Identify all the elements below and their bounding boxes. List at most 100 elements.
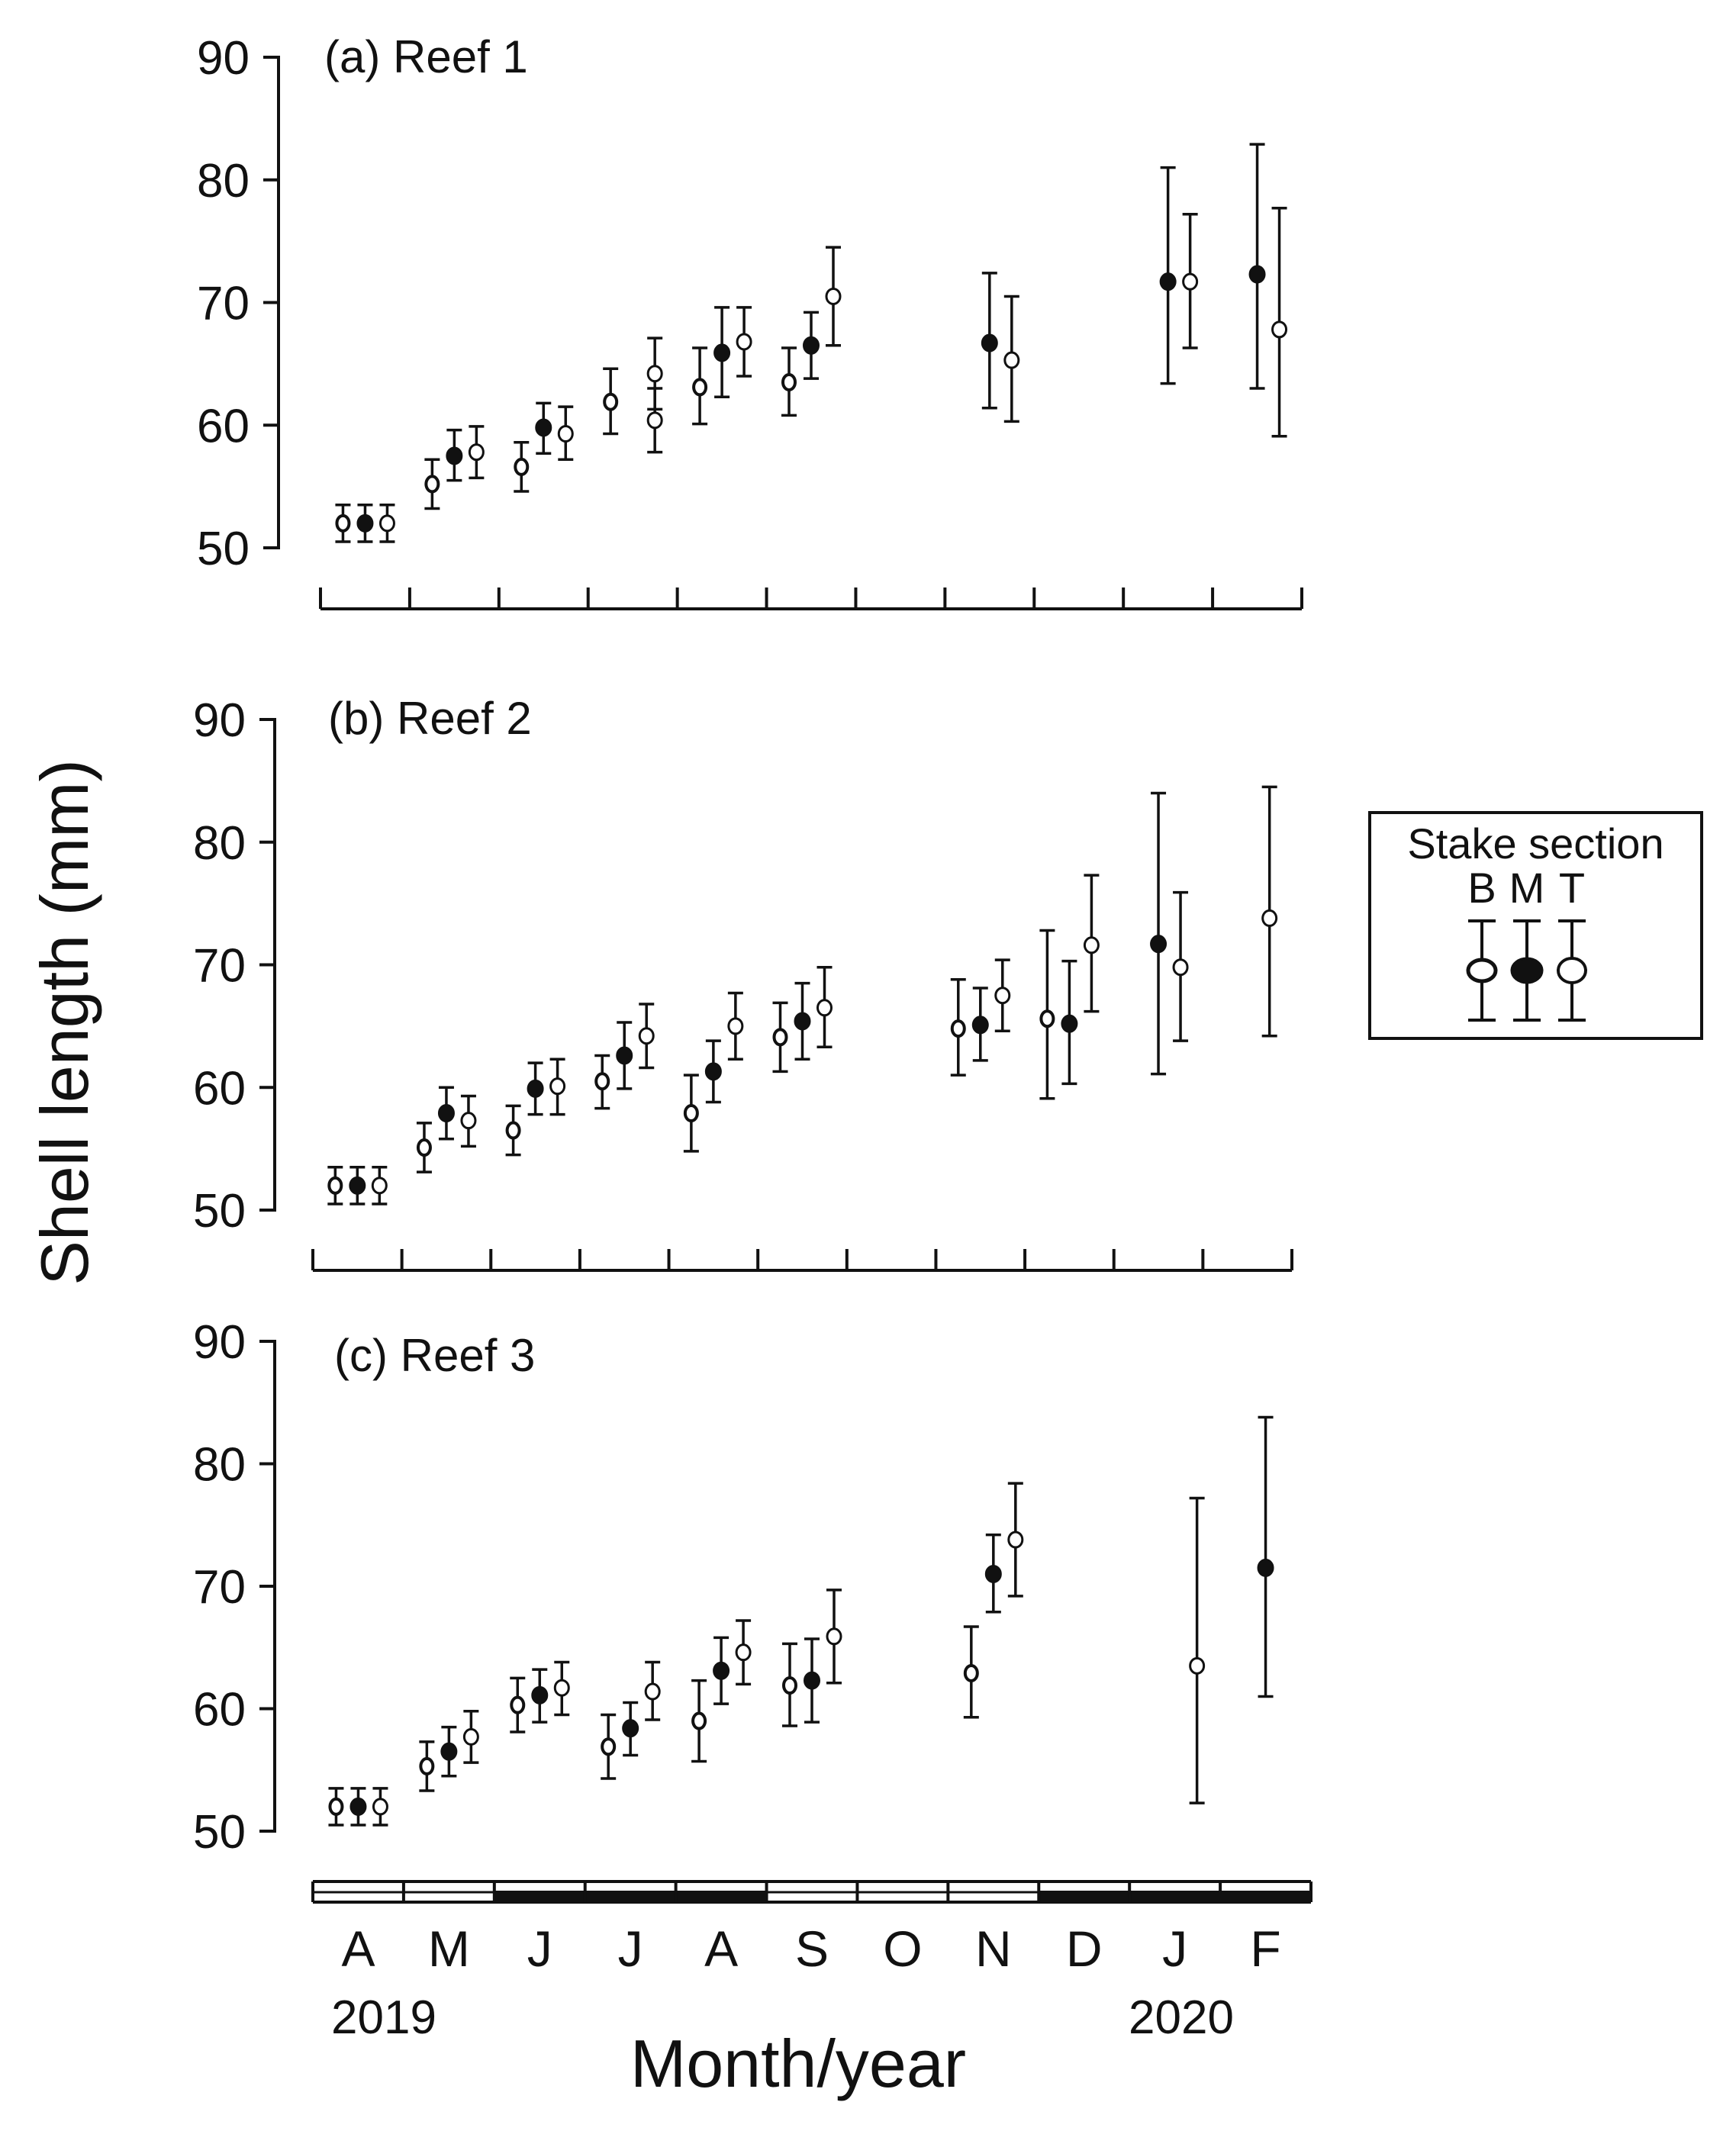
data-point-m (446, 428, 463, 482)
marker-t (736, 333, 752, 351)
data-point-b (963, 1625, 979, 1719)
month-label: J (527, 1920, 552, 1977)
month-label: M (428, 1920, 470, 1977)
data-point-b (692, 346, 708, 426)
marker-m (804, 1671, 820, 1690)
marker-m (1061, 1014, 1078, 1033)
data-point-t (638, 1003, 655, 1070)
data-point-t (1007, 1482, 1024, 1598)
y-tick-label: 70 (197, 278, 250, 330)
y-tick-label: 60 (193, 1684, 246, 1737)
marker-t (1007, 1531, 1024, 1549)
data-point-t (994, 958, 1011, 1033)
data-point-b (510, 1676, 526, 1733)
legend: Stake section B M T (1368, 811, 1703, 1040)
data-point-m (713, 1636, 730, 1705)
data-point-t (378, 503, 395, 543)
marker-t (1189, 1656, 1206, 1675)
data-point-t (1003, 295, 1020, 423)
year-end-label: 2020 (1129, 1991, 1234, 2044)
data-point-t (462, 1709, 479, 1764)
month-bar-dark-segment (494, 1891, 585, 1902)
marker-m (1257, 1558, 1274, 1577)
panel-1: (a) Reef 1 50 60 70 80 90 (197, 31, 1303, 610)
marker-t (1172, 958, 1189, 977)
y-tick-label: 90 (197, 32, 250, 85)
data-point-m (794, 981, 811, 1061)
data-point-m (437, 1086, 455, 1141)
data-point-t (1083, 874, 1100, 1013)
marker-t (646, 411, 663, 430)
data-point-b (328, 1787, 344, 1827)
marker-t (1083, 936, 1100, 954)
marker-b (782, 1676, 797, 1695)
marker-m (349, 1176, 366, 1195)
data-point-b (335, 503, 351, 543)
marker-t (638, 1027, 655, 1045)
marker-b (510, 1695, 526, 1714)
marker-t (1003, 351, 1020, 369)
month-bar-dark-segment (675, 1891, 767, 1902)
marker-t (994, 987, 1011, 1005)
data-point-b (772, 1001, 788, 1074)
marker-t (1182, 272, 1199, 291)
marker-m (971, 1016, 989, 1035)
marker-b (419, 1756, 435, 1775)
legend-symbol-t (1557, 919, 1587, 1022)
marker-b (424, 475, 440, 494)
panel-title: (c) Reef 3 (334, 1330, 535, 1381)
data-point-m (349, 1165, 366, 1206)
marker-t (646, 365, 663, 383)
marker-b (603, 392, 619, 411)
data-point-m (804, 1637, 820, 1724)
data-point-b (782, 1642, 797, 1727)
marker-t (826, 1627, 842, 1646)
month-label: A (704, 1920, 738, 1977)
marker-m (527, 1079, 544, 1098)
data-point-t (553, 1660, 570, 1717)
marker-m (440, 1742, 458, 1761)
legend-symbol-m (1510, 919, 1544, 1022)
data-point-t (826, 1589, 842, 1685)
data-point-b (603, 367, 619, 436)
marker-b (594, 1072, 610, 1091)
marker-t (553, 1679, 570, 1697)
data-point-t (1182, 213, 1199, 349)
month-label: D (1066, 1920, 1103, 1977)
data-point-t (735, 1619, 752, 1686)
marker-b (963, 1663, 979, 1682)
month-label: O (883, 1920, 922, 1977)
y-axis-label: Shell length (mm) (27, 759, 102, 1286)
marker-t (825, 287, 842, 305)
marker-b (601, 1737, 617, 1756)
data-point-m (981, 272, 998, 410)
marker-m (794, 1012, 811, 1031)
y-tick-label: 70 (193, 1561, 246, 1614)
marker-t (549, 1077, 566, 1096)
data-point-m (1257, 1415, 1274, 1698)
marker-m (713, 1661, 730, 1680)
data-point-t (736, 306, 752, 378)
data-point-t (825, 246, 842, 347)
marker-m (1159, 272, 1177, 291)
panel-title: (b) Reef 2 (328, 693, 532, 744)
data-point-m (440, 1725, 458, 1778)
marker-t (378, 514, 395, 533)
marker-m (713, 343, 731, 362)
marker-m (616, 1046, 633, 1065)
marker-m (356, 513, 374, 533)
data-point-t (644, 1660, 661, 1721)
marker-m (349, 1797, 367, 1816)
marker-b (1039, 1009, 1055, 1028)
month-label: A (341, 1920, 375, 1977)
data-point-b (594, 1054, 610, 1110)
data-point-m (1150, 791, 1168, 1076)
marker-b (691, 1711, 707, 1730)
data-point-t (557, 405, 574, 462)
marker-m (984, 1564, 1002, 1583)
marker-m (437, 1104, 455, 1123)
marker-t (735, 1643, 752, 1662)
marker-t (727, 1017, 744, 1035)
